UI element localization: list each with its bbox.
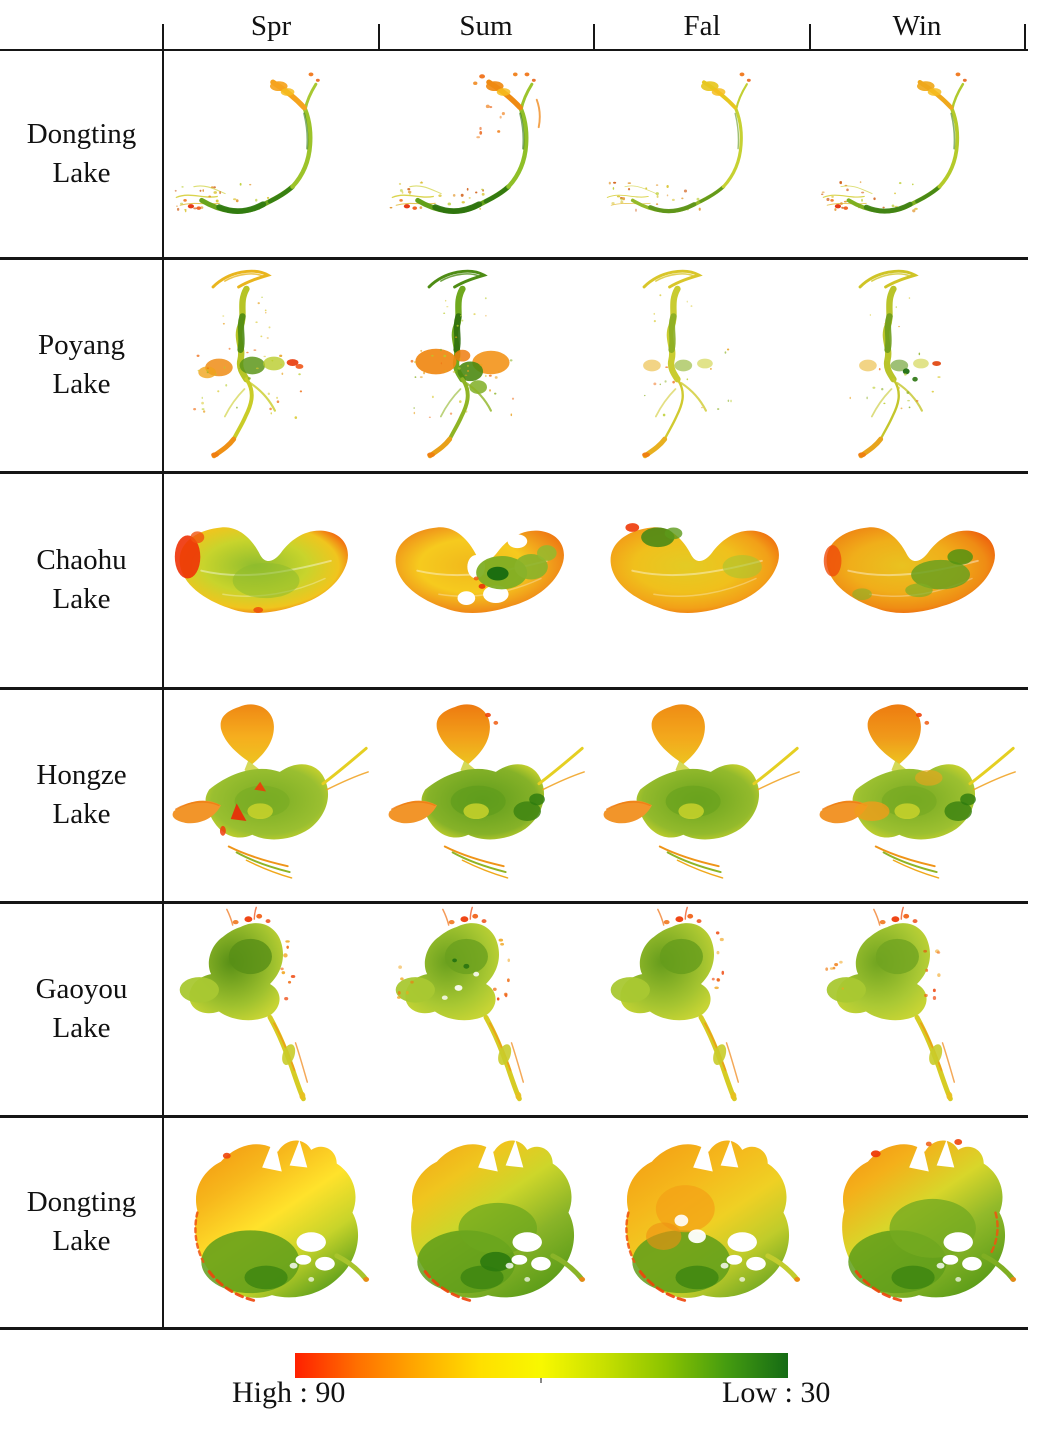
map-gaoyou-win xyxy=(811,903,1023,1114)
row-label-line: Dongting xyxy=(26,1186,137,1219)
map-dongting-channel-sum xyxy=(380,51,592,256)
row-label-line: Dongting xyxy=(26,118,137,151)
map-dongting-channel-spr xyxy=(164,51,376,256)
map-gaoyou-spr xyxy=(164,903,376,1114)
map-poyang-fal xyxy=(595,259,807,470)
map-dongting-full-win xyxy=(811,1117,1023,1326)
header-tick xyxy=(593,24,595,50)
map-poyang-win xyxy=(811,259,1023,470)
map-dongting-channel-win xyxy=(811,51,1023,256)
row-separator xyxy=(0,901,1028,904)
row-label-line: Lake xyxy=(52,582,111,615)
map-hongze-fal xyxy=(595,689,807,900)
row-label-line: Hongze xyxy=(36,759,127,792)
season-label-col4: Win xyxy=(892,10,942,42)
map-dongting-full-sum xyxy=(380,1117,592,1326)
row-label-line: Gaoyou xyxy=(35,973,128,1006)
row-label-poyang: Poyang Lake xyxy=(0,259,163,470)
row-label-gaoyou: Gaoyou Lake xyxy=(0,903,163,1114)
map-dongting-channel-fal xyxy=(595,51,807,256)
season-label-col3: Fal xyxy=(683,10,721,42)
column-divider xyxy=(162,24,164,1328)
header-tick xyxy=(378,24,380,50)
header-tick xyxy=(1024,24,1026,50)
row-separator xyxy=(0,1327,1028,1330)
row-label-dongting-full: Dongting Lake xyxy=(0,1117,163,1326)
row-label-line: Chaohu xyxy=(36,544,127,577)
row-label-line: Lake xyxy=(52,797,111,830)
map-hongze-sum xyxy=(380,689,592,900)
header-rule xyxy=(0,49,1028,51)
row-label-line: Lake xyxy=(52,1224,111,1257)
map-gaoyou-sum xyxy=(380,903,592,1114)
season-label-col2: Sum xyxy=(459,10,513,42)
map-hongze-spr xyxy=(164,689,376,900)
map-chaohu-sum xyxy=(380,473,592,686)
map-chaohu-win xyxy=(811,473,1023,686)
row-separator xyxy=(0,257,1028,260)
map-chaohu-spr xyxy=(164,473,376,686)
row-label-line: Lake xyxy=(52,156,111,189)
header-tick xyxy=(809,24,811,50)
row-label-hongze: Hongze Lake xyxy=(0,689,163,900)
row-separator xyxy=(0,1115,1028,1118)
row-label-line: Poyang xyxy=(38,329,125,362)
row-label-line: Lake xyxy=(52,367,111,400)
map-gaoyou-fal xyxy=(595,903,807,1114)
row-separator xyxy=(0,471,1028,474)
row-label-chaohu: Chaohu Lake xyxy=(0,473,163,686)
row-separator xyxy=(0,687,1028,690)
row-label-line: Lake xyxy=(52,1011,111,1044)
legend-gradient-bar xyxy=(295,1353,788,1378)
map-poyang-sum xyxy=(380,259,592,470)
season-label-col1: Spr xyxy=(250,10,292,42)
map-hongze-win xyxy=(811,689,1023,900)
map-poyang-spr xyxy=(164,259,376,470)
row-label-dongting-channel: Dongting Lake xyxy=(0,51,163,256)
legend-high-label: High : 90 xyxy=(232,1376,346,1409)
map-chaohu-fal xyxy=(595,473,807,686)
legend-midpoint-tick xyxy=(540,1378,542,1383)
map-dongting-full-spr xyxy=(164,1117,376,1326)
map-dongting-full-fal xyxy=(595,1117,807,1326)
legend-low-label: Low : 30 xyxy=(722,1376,831,1409)
